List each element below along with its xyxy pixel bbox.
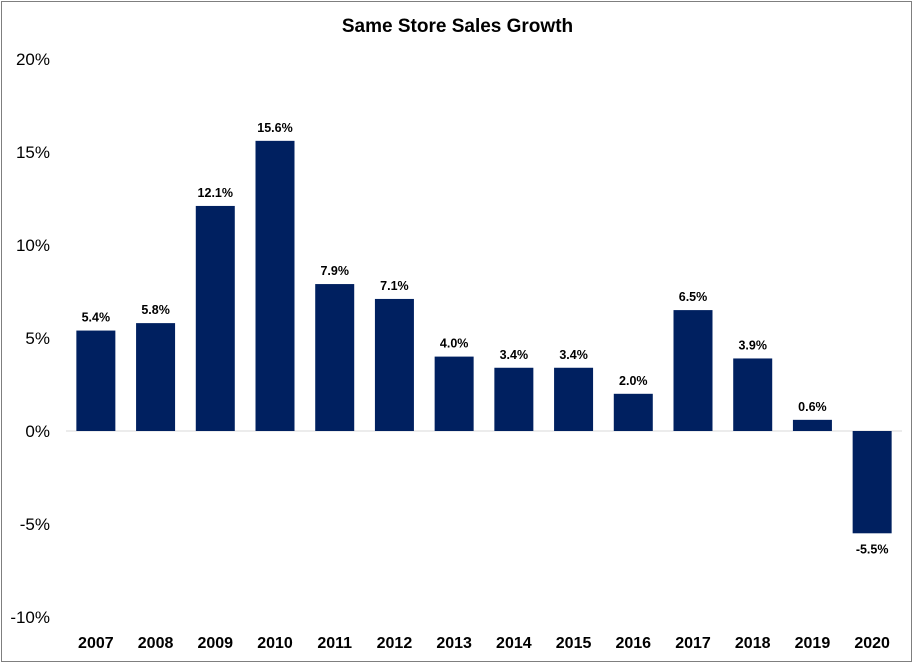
x-axis: 2007 2008 2009 2010 2011 2012 2013 2014 2015 2016…: [78, 635, 890, 652]
x-tick-label: 2010: [257, 635, 293, 652]
x-tick-label: 2012: [377, 635, 413, 652]
data-label-2012: 7.1%: [380, 279, 409, 293]
data-label-2020: -5.5%: [856, 542, 889, 556]
x-tick-label: 2019: [795, 635, 831, 652]
data-label-2017: 6.5%: [679, 290, 708, 304]
y-tick-label: -10%: [10, 608, 50, 627]
data-label-2014: 3.4%: [500, 348, 529, 362]
bar-2018: [733, 358, 773, 431]
x-tick-label: 2009: [197, 635, 233, 652]
bar-2010: [255, 140, 295, 431]
bar-2019: [792, 419, 832, 431]
x-tick-label: 2016: [615, 635, 651, 652]
data-labels: 5.4% 5.8% 12.1% 15.6% 7.9% 7.1% 4.0% 3.4% 3.4% 2.…: [82, 121, 889, 556]
data-label-2015: 3.4%: [559, 348, 588, 362]
bar-2011: [315, 284, 355, 431]
x-tick-label: 2015: [556, 635, 592, 652]
y-tick-label: 15%: [16, 143, 50, 162]
x-tick-label: 2017: [675, 635, 711, 652]
data-label-2019: 0.6%: [798, 400, 827, 414]
y-tick-label: 20%: [16, 50, 50, 69]
y-tick-label: 10%: [16, 236, 50, 255]
bar-2007: [76, 330, 116, 431]
bar-2012: [374, 298, 414, 431]
x-tick-label: 2014: [496, 635, 532, 652]
data-label-2008: 5.8%: [141, 303, 170, 317]
y-tick-label: -5%: [20, 515, 50, 534]
data-label-2010: 15.6%: [257, 121, 292, 135]
bar-2008: [136, 323, 176, 431]
y-axis: 20% 15% 10% 5% 0% -5% -10%: [10, 50, 50, 627]
bar-2016: [613, 393, 653, 431]
bar-2009: [195, 205, 235, 431]
bar-2017: [673, 310, 713, 431]
bar-2020: [852, 431, 892, 534]
x-tick-label: 2011: [317, 635, 352, 652]
x-tick-label: 2013: [436, 635, 472, 652]
y-tick-label: 5%: [25, 329, 50, 348]
data-label-2013: 4.0%: [440, 337, 469, 351]
bar-series: [76, 140, 892, 534]
x-tick-label: 2007: [78, 635, 114, 652]
data-label-2011: 7.9%: [320, 264, 349, 278]
bar-2013: [434, 356, 474, 431]
chart-title: Same Store Sales Growth: [341, 16, 574, 37]
data-label-2016: 2.0%: [619, 374, 648, 388]
y-tick-label: 0%: [25, 422, 50, 441]
data-label-2007: 5.4%: [82, 311, 111, 325]
data-label-2018: 3.9%: [738, 338, 767, 352]
bar-2014: [494, 367, 534, 431]
x-tick-label: 2018: [735, 635, 771, 652]
x-tick-label: 2008: [138, 635, 174, 652]
bar-2015: [554, 367, 594, 431]
data-label-2009: 12.1%: [198, 186, 233, 200]
x-tick-label: 2020: [854, 635, 890, 652]
